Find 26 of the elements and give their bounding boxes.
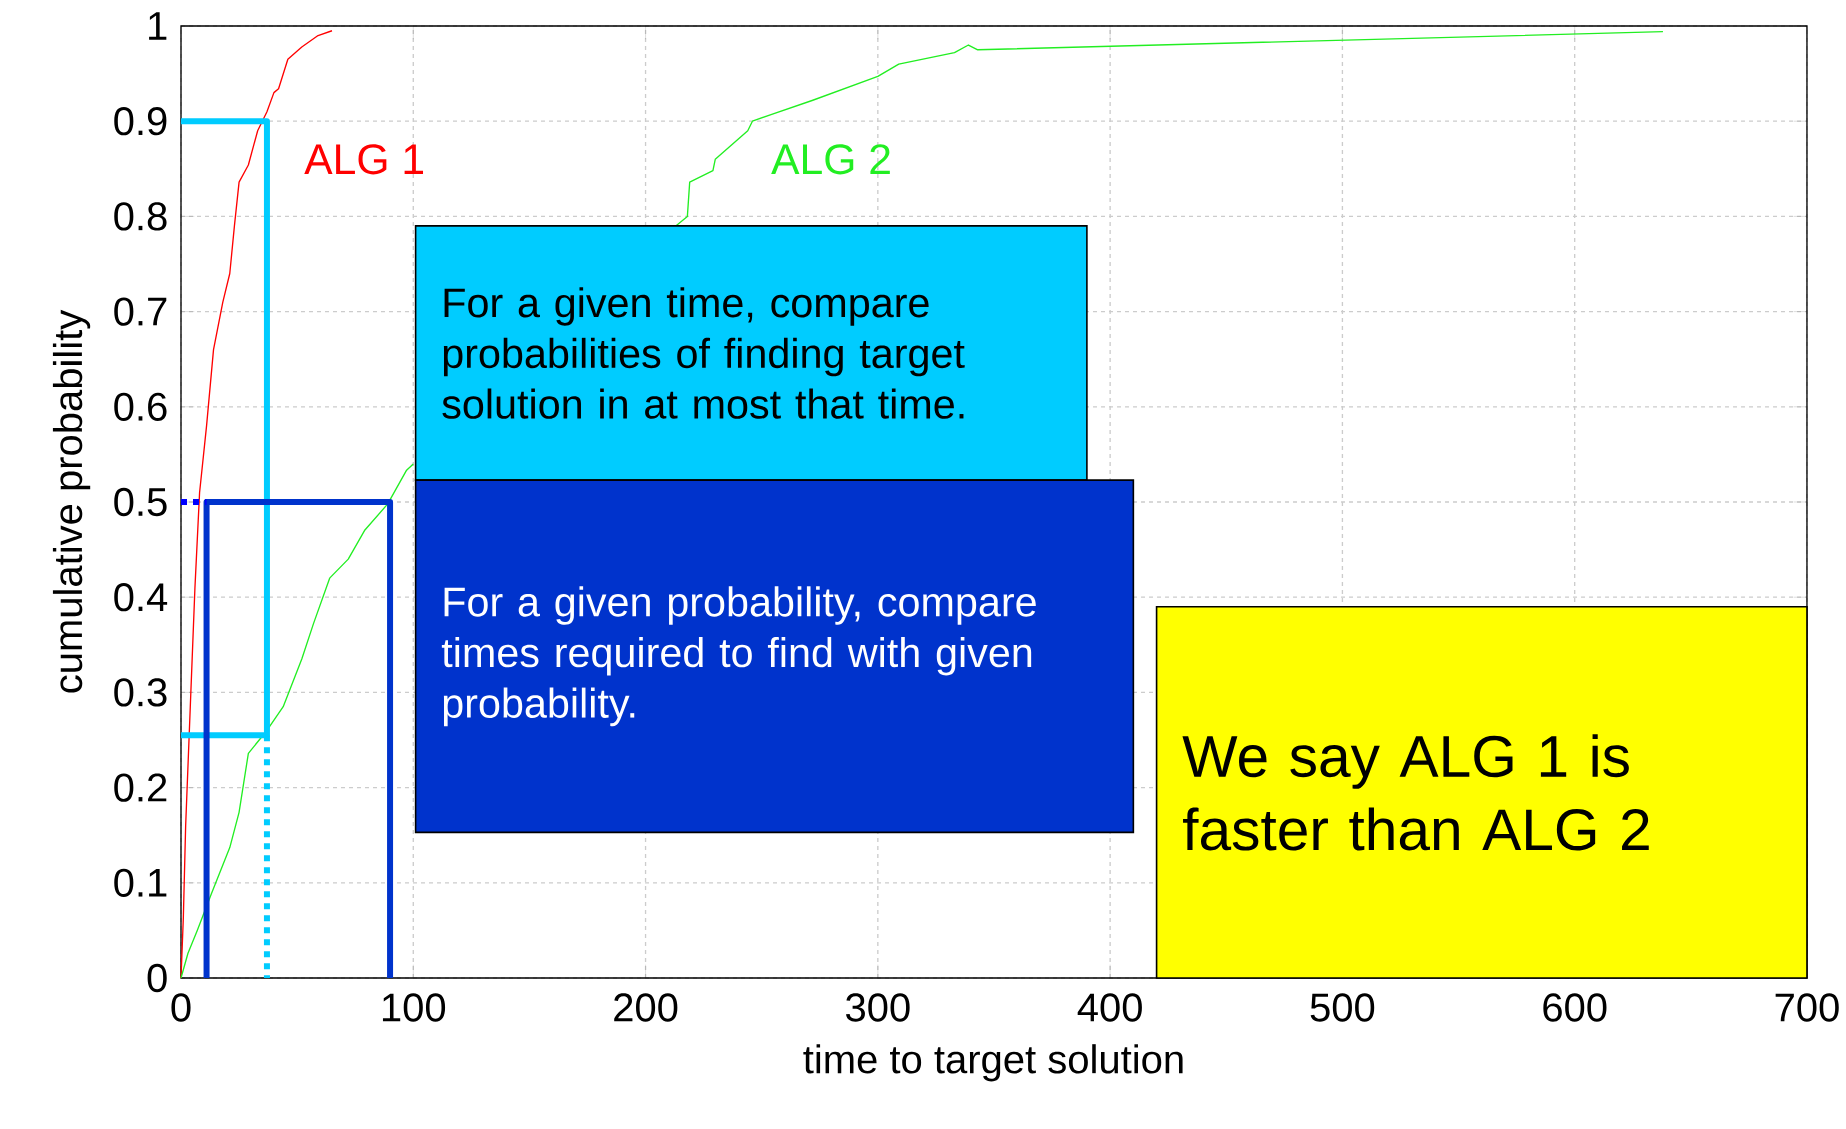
y-tick-label: 0.6 [114, 392, 167, 421]
annotation: We say ALG 1 is faster than ALG 2 [1182, 734, 1649, 851]
x-tick-label: 0 [171, 993, 191, 1022]
x-axis-title: time to target solution [803, 1044, 1183, 1082]
x-tick-label: 100 [382, 993, 446, 1022]
x-tick-label: 600 [1543, 993, 1607, 1022]
y-tick-label: 0.3 [114, 678, 167, 707]
y-tick-label: 0.5 [114, 487, 167, 517]
x-tick-label: 400 [1077, 993, 1142, 1022]
x-tick-label: 300 [846, 993, 910, 1022]
annotation: For a given probability, compare times required to find with given probability. [441, 586, 1036, 727]
y-tick-label: 0.1 [114, 868, 167, 897]
series-label: ALG 2 [771, 144, 890, 175]
x-tick-label: 200 [614, 993, 678, 1022]
y-tick-label: 0.9 [114, 107, 167, 136]
y-tick-label: 0 [147, 963, 167, 993]
annotation: For a given time, compare probabilities of finding target solution in at most that time. [442, 287, 965, 419]
y-tick-label: 1 [149, 12, 167, 40]
y-axis-title: cumulative probability [52, 309, 91, 693]
series-label: ALG 1 [304, 144, 424, 175]
y-tick-label: 0.8 [114, 202, 167, 231]
x-tick-label: 700 [1775, 993, 1839, 1022]
x-tick-label: 500 [1310, 993, 1375, 1022]
y-tick-label: 0.4 [114, 583, 168, 612]
y-tick-label: 0.2 [114, 773, 167, 802]
y-tick-label: 0.7 [114, 297, 167, 326]
